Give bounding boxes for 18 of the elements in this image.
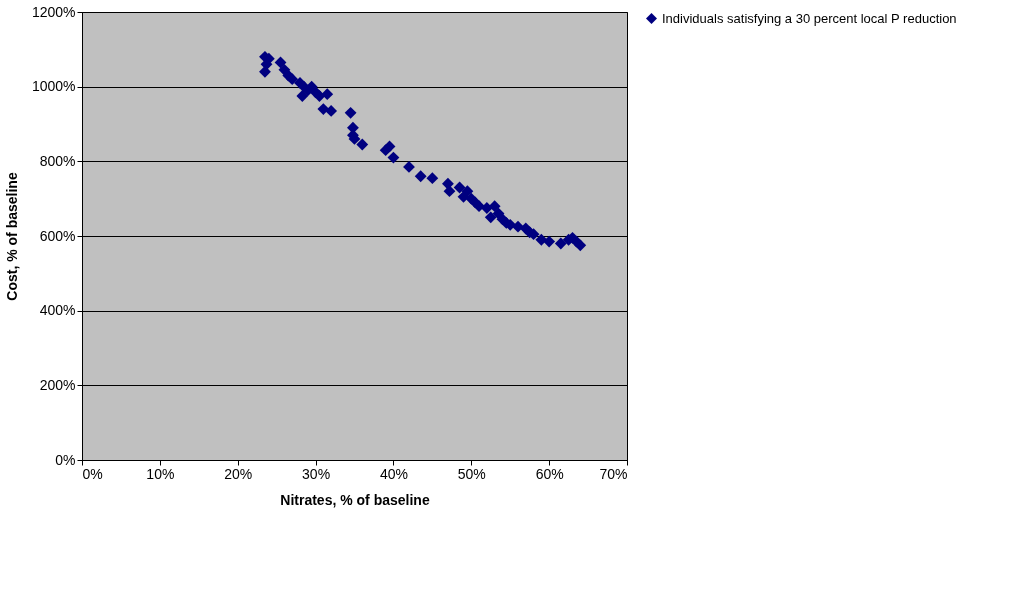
x-tick-label: 70% <box>599 465 628 482</box>
y-tick-label: 0% <box>55 451 76 468</box>
x-tick-label: 10% <box>146 465 175 482</box>
legend-label: Individuals satisfying a 30 percent local P reduction <box>662 10 957 26</box>
y-tick-label: 800% <box>39 152 76 169</box>
x-tick-label: 0% <box>82 465 103 482</box>
y-tick-label: 400% <box>39 302 76 319</box>
x-tick-label: 50% <box>457 465 486 482</box>
x-tick-label: 20% <box>224 465 253 482</box>
y-tick-label: 600% <box>39 227 76 244</box>
x-tick-label: 30% <box>302 465 331 482</box>
x-axis-title: Nitrates, % of baseline <box>280 491 430 508</box>
x-tick-label: 40% <box>379 465 408 482</box>
y-axis-title: Cost, % of baseline <box>3 172 20 301</box>
y-tick-label: 1000% <box>31 78 76 95</box>
y-tick-label: 1200% <box>31 3 76 20</box>
x-tick-label: 60% <box>535 465 564 482</box>
y-tick-label: 200% <box>39 376 76 393</box>
